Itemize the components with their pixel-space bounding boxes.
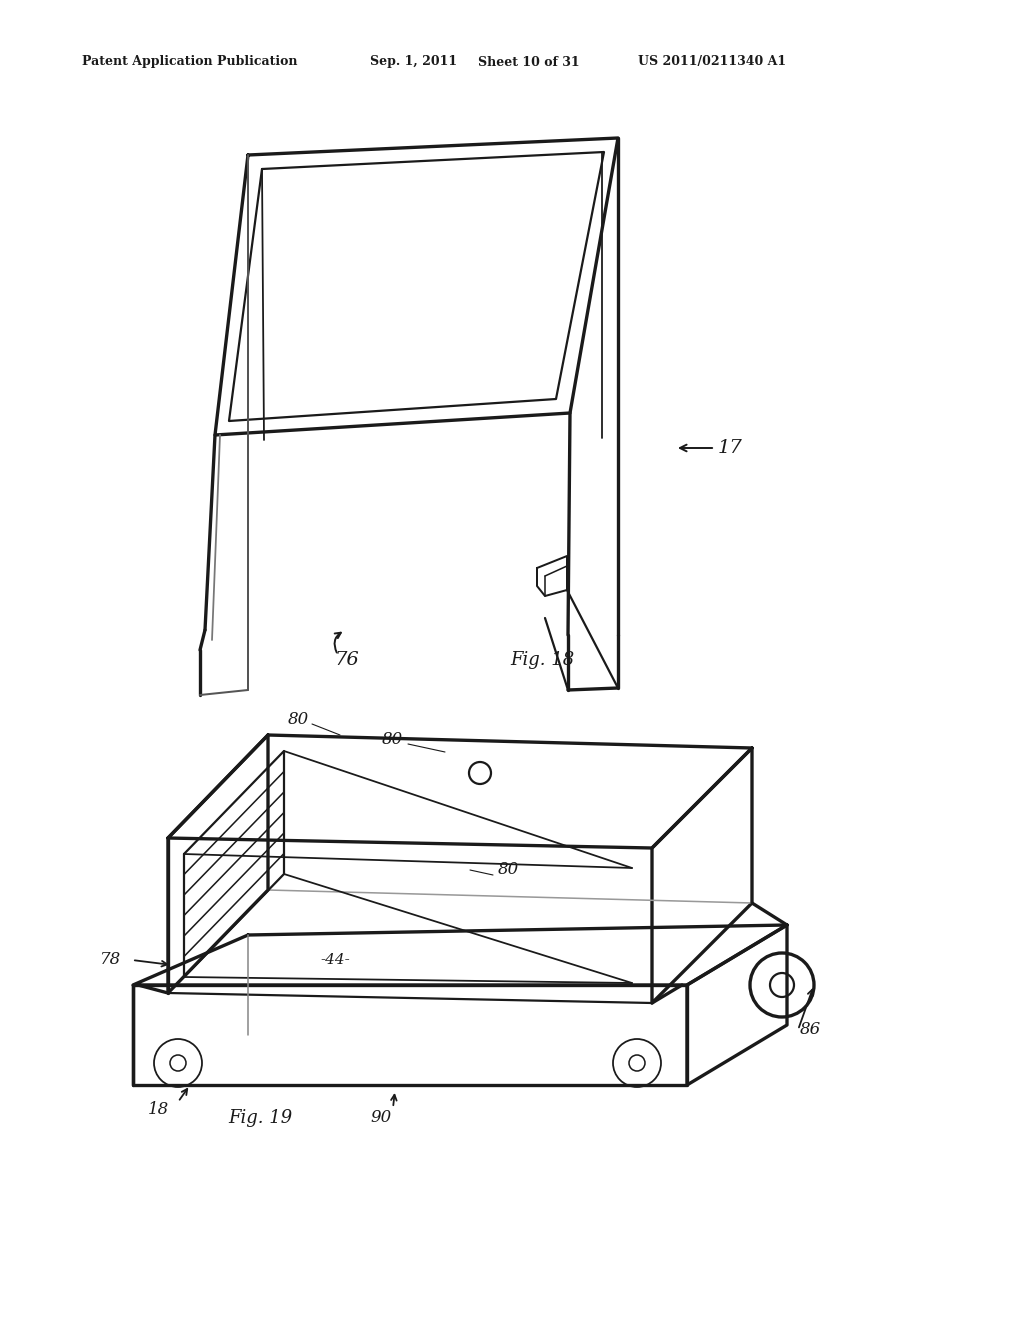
Text: US 2011/0211340 A1: US 2011/0211340 A1 <box>638 55 786 69</box>
Text: 18: 18 <box>148 1101 169 1118</box>
Text: 17: 17 <box>718 440 742 457</box>
Text: 80: 80 <box>382 731 403 748</box>
Text: Sep. 1, 2011: Sep. 1, 2011 <box>370 55 457 69</box>
Text: Sheet 10 of 31: Sheet 10 of 31 <box>478 55 580 69</box>
Text: Fig. 18: Fig. 18 <box>510 651 574 669</box>
Text: Fig. 19: Fig. 19 <box>228 1109 292 1127</box>
Text: -44-: -44- <box>319 953 350 968</box>
Text: 86: 86 <box>800 1022 821 1039</box>
Text: 78: 78 <box>100 952 121 969</box>
Text: 80: 80 <box>288 711 309 729</box>
Text: 80: 80 <box>498 862 519 879</box>
Text: 90: 90 <box>370 1110 391 1126</box>
Text: Patent Application Publication: Patent Application Publication <box>82 55 298 69</box>
Text: 76: 76 <box>335 651 359 669</box>
